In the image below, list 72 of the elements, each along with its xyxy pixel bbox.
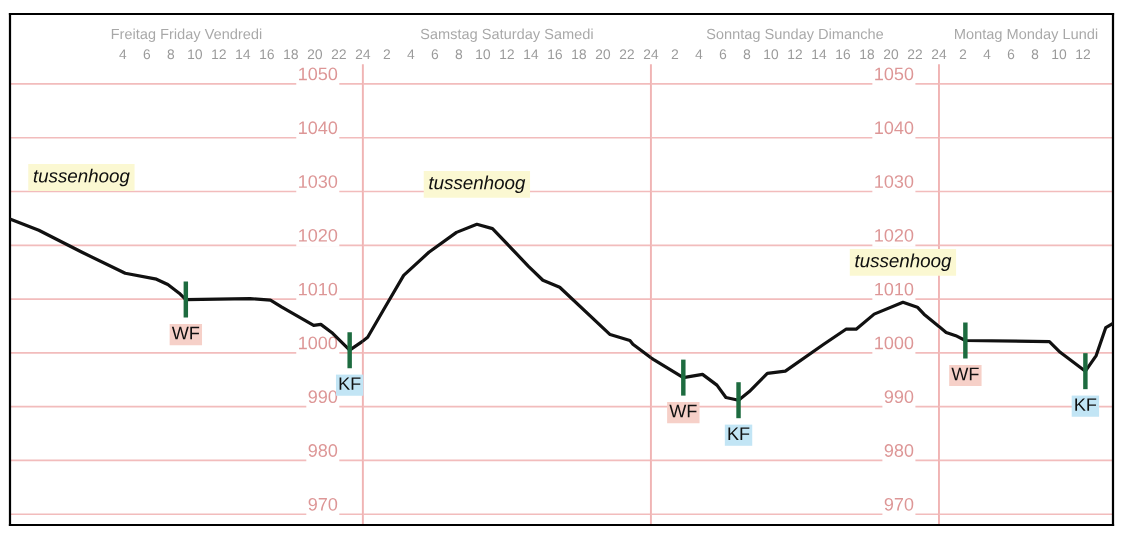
x-tick-label: 2 bbox=[671, 49, 679, 60]
x-tick-label: 6 bbox=[1007, 49, 1015, 60]
x-tick-label: 12 bbox=[500, 49, 514, 60]
x-tick-label: 14 bbox=[812, 49, 827, 60]
y-tick-label: 990 bbox=[884, 390, 914, 404]
x-tick-label: 12 bbox=[1076, 49, 1091, 60]
x-tick-label: 16 bbox=[260, 49, 274, 60]
y-tick-label: 1020 bbox=[299, 228, 338, 242]
text: Freitag Friday Vendredi bbox=[111, 28, 262, 43]
x-tick-label: 10 bbox=[476, 49, 491, 60]
annotation: KF bbox=[728, 427, 750, 440]
y-tick-label: 1010 bbox=[875, 282, 914, 296]
x-tick-label: 10 bbox=[188, 49, 203, 60]
x-tick-label: 10 bbox=[1052, 49, 1067, 60]
y-tick-label: 990 bbox=[308, 390, 338, 404]
annotation: tussenhoog bbox=[33, 168, 130, 187]
y-tick-label: 980 bbox=[884, 444, 914, 457]
x-tick-label: 24 bbox=[931, 49, 947, 60]
x-tick-label: 14 bbox=[236, 49, 251, 60]
x-tick-label: 4 bbox=[983, 49, 991, 60]
x-tick-label: 20 bbox=[883, 49, 899, 60]
y-tick-label: 1040 bbox=[299, 121, 338, 135]
y-tick-label: 1050 bbox=[875, 67, 914, 81]
x-tick-label: 18 bbox=[284, 49, 298, 60]
y-tick-label: 1000 bbox=[299, 336, 338, 350]
x-tick-label: 24 bbox=[643, 49, 659, 60]
y-tick-label: 1000 bbox=[875, 336, 914, 350]
x-tick-label: 22 bbox=[619, 49, 634, 60]
x-tick-label: 20 bbox=[595, 49, 611, 60]
annotation: KF bbox=[1075, 398, 1097, 411]
x-tick-label: 24 bbox=[355, 49, 371, 60]
x-tick-label: 8 bbox=[455, 49, 463, 60]
x-tick-label: 12 bbox=[212, 49, 226, 60]
y-tick-label: 980 bbox=[308, 444, 338, 457]
y-tick-label: 1030 bbox=[299, 175, 338, 188]
x-tick-label: 2 bbox=[959, 49, 967, 60]
annotation: tussenhoog bbox=[429, 175, 526, 194]
annotation: tussenhoog bbox=[855, 253, 952, 272]
y-tick-label: 1040 bbox=[875, 121, 914, 135]
y-tick-label: 1010 bbox=[299, 282, 338, 296]
x-tick-label: 16 bbox=[836, 49, 851, 60]
x-tick-label: 2 bbox=[383, 49, 391, 60]
x-tick-label: 16 bbox=[548, 49, 563, 60]
x-tick-label: 4 bbox=[695, 49, 703, 60]
x-tick-label: 10 bbox=[764, 49, 779, 60]
x-tick-label: 4 bbox=[407, 49, 415, 60]
y-tick-label: 1050 bbox=[299, 67, 338, 81]
y-tick-label: 1030 bbox=[875, 175, 914, 188]
x-tick-label: 20 bbox=[307, 49, 323, 60]
x-tick-label: 8 bbox=[743, 49, 751, 60]
x-tick-label: 12 bbox=[788, 49, 802, 60]
x-tick-label: 6 bbox=[143, 49, 151, 60]
y-tick-label: 970 bbox=[308, 497, 338, 511]
x-tick-label: 6 bbox=[431, 49, 439, 60]
annotation: WF bbox=[951, 367, 979, 381]
text: Samstag Saturday Samedi bbox=[420, 28, 593, 43]
annotation: WF bbox=[171, 326, 200, 340]
x-tick-label: 14 bbox=[524, 49, 539, 60]
text: Montag Monday Lundi bbox=[955, 28, 1098, 43]
x-tick-label: 18 bbox=[860, 49, 875, 60]
x-tick-label: 6 bbox=[719, 49, 727, 60]
annotation: WF bbox=[669, 404, 697, 418]
x-tick-label: 8 bbox=[167, 49, 175, 60]
x-tick-label: 18 bbox=[572, 49, 587, 60]
x-tick-label: 8 bbox=[1031, 49, 1039, 60]
x-tick-label: 4 bbox=[119, 49, 127, 60]
x-tick-label: 22 bbox=[331, 49, 346, 60]
x-tick-label: 22 bbox=[907, 49, 922, 60]
text: Sonntag Sunday Dimanche bbox=[706, 28, 884, 43]
y-tick-label: 970 bbox=[884, 497, 914, 511]
annotation: KF bbox=[339, 377, 361, 390]
y-tick-label: 1020 bbox=[875, 228, 914, 242]
